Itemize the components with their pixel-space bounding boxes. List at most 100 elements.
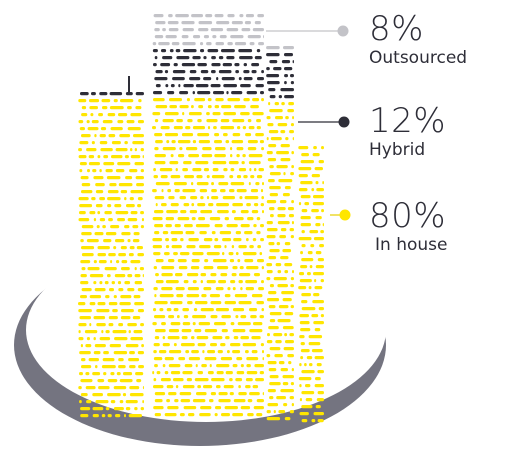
window-outsourced (198, 28, 209, 32)
window-in-house (154, 196, 165, 200)
window-outsourced (257, 14, 264, 18)
window-in-house (89, 295, 102, 299)
window-in-house (285, 116, 289, 120)
window-in-house (155, 273, 159, 277)
window-in-house (283, 403, 288, 407)
window-in-house (180, 210, 187, 214)
window-in-house (306, 356, 313, 360)
window-in-house (162, 364, 166, 368)
window-outsourced (198, 21, 213, 25)
window-in-house (238, 392, 247, 396)
window-in-house (118, 253, 126, 257)
window-outsourced (226, 28, 239, 32)
window-in-house (124, 225, 130, 229)
window-in-house (312, 300, 324, 304)
window-in-house (177, 217, 190, 221)
window-in-house (247, 399, 253, 403)
window-in-house (216, 371, 224, 375)
window-in-house (87, 169, 90, 173)
window-in-house (314, 286, 323, 290)
window-in-house (300, 223, 311, 227)
window-in-house (301, 300, 308, 304)
window-in-house (132, 141, 144, 145)
window-in-house (128, 253, 134, 257)
window-in-house (246, 364, 251, 368)
window-in-house (161, 189, 164, 193)
window-in-house (206, 196, 210, 200)
window-in-house (238, 301, 252, 305)
window-in-house (155, 140, 163, 144)
window-in-house (130, 155, 141, 159)
window-in-house (248, 161, 261, 165)
window-in-house (280, 130, 286, 134)
window-in-house (266, 410, 271, 414)
window-in-house (160, 126, 170, 130)
window-in-house (210, 392, 216, 396)
window-in-house (209, 364, 212, 368)
window-hybrid (192, 91, 195, 95)
window-in-house (80, 379, 93, 383)
window-in-house (79, 204, 93, 208)
window-in-house (253, 168, 257, 172)
window-outsourced (230, 35, 244, 39)
window-in-house (87, 267, 100, 271)
window-in-house (317, 419, 324, 423)
window-hybrid (284, 53, 293, 57)
window-in-house (262, 357, 264, 361)
window-in-house (153, 378, 157, 382)
window-in-house (305, 384, 311, 388)
window-in-house (96, 309, 110, 313)
window-in-house (224, 301, 236, 305)
window-in-house (115, 211, 129, 215)
window-in-house (218, 392, 228, 396)
window-in-house (115, 148, 128, 152)
window-in-house (109, 106, 124, 110)
window-in-house (280, 228, 287, 232)
window-in-house (260, 238, 264, 242)
window-in-house (259, 315, 264, 319)
window-in-house (99, 141, 108, 145)
window-in-house (121, 309, 134, 313)
window-in-house (176, 119, 183, 123)
window-in-house (266, 354, 271, 358)
window-in-house (291, 151, 294, 155)
window-in-house (137, 253, 144, 257)
window-in-house (113, 351, 128, 355)
window-in-house (251, 336, 261, 340)
window-in-house (232, 350, 241, 354)
window-outsourced (263, 35, 264, 39)
window-in-house (204, 357, 217, 361)
window-in-house (305, 398, 313, 402)
window-outsourced (214, 14, 224, 18)
window-in-house (267, 298, 280, 302)
window-in-house (269, 109, 283, 113)
window-outsourced (247, 35, 261, 39)
window-in-house (185, 350, 190, 354)
window-in-house (109, 344, 121, 348)
window-in-house (268, 102, 271, 106)
window-in-house (222, 238, 232, 242)
window-in-house (118, 183, 133, 187)
window-in-house (104, 281, 109, 285)
window-hybrid (172, 70, 186, 74)
window-in-house (277, 207, 286, 211)
window-in-house (309, 363, 313, 367)
window-hybrid (240, 84, 251, 88)
window-in-house (192, 252, 204, 256)
window-in-house (124, 141, 128, 145)
window-in-house (211, 378, 225, 382)
window-hybrid (221, 77, 235, 81)
window-in-house (154, 413, 161, 417)
window-in-house (252, 238, 257, 242)
window-outsourced (252, 28, 264, 32)
window-in-house (81, 358, 86, 362)
window-outsourced (210, 28, 224, 32)
window-in-house (100, 127, 107, 131)
window-in-house (184, 364, 193, 368)
window-in-house (134, 407, 138, 411)
window-in-house (252, 112, 264, 116)
window-in-house (102, 120, 113, 124)
window-hybrid (183, 49, 197, 53)
window-in-house (128, 330, 131, 334)
